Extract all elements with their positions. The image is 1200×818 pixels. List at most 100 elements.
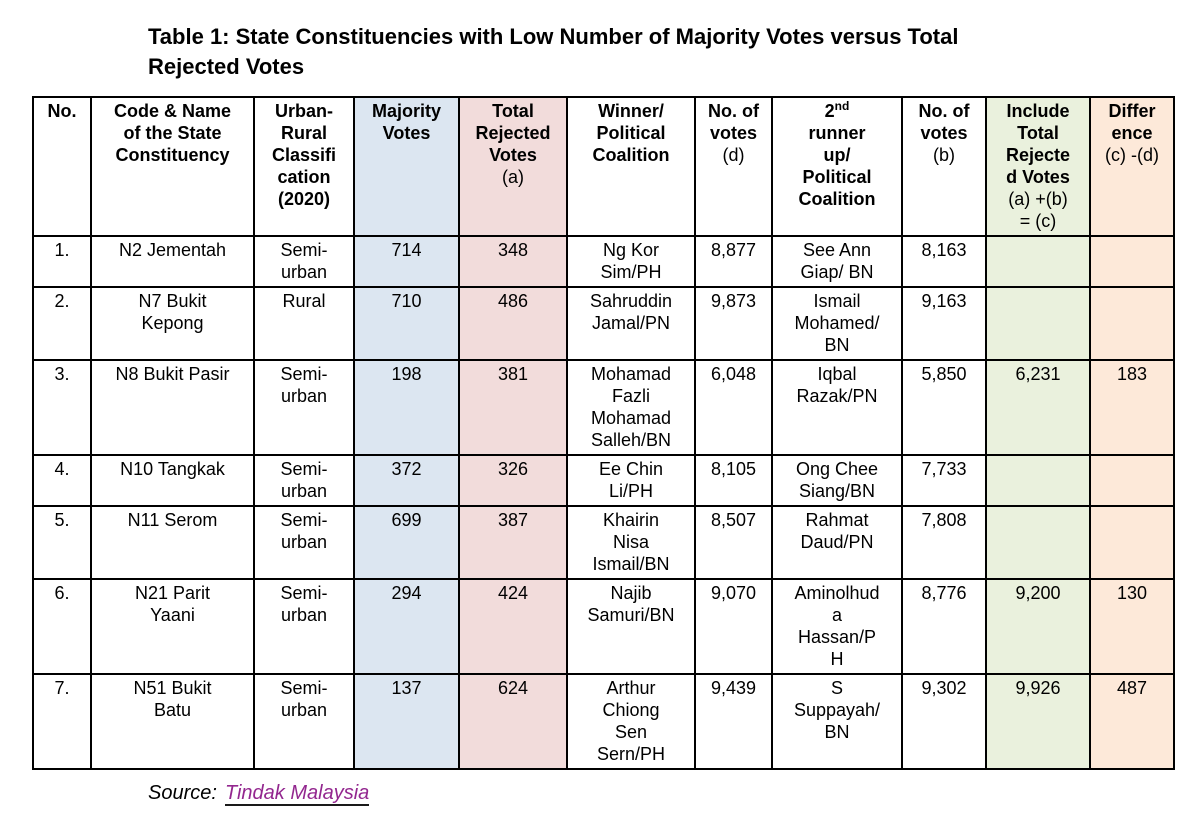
col-header-code: Code & Name of the State Constituency	[90, 96, 255, 237]
cell-difference	[1089, 454, 1175, 507]
cell-votes_d: 9,439	[694, 673, 773, 770]
cell-runner_up: S Suppayah/ BN	[771, 673, 903, 770]
cell-code: N2 Jementah	[90, 235, 255, 288]
cell-runner_up: See Ann Giap/ BN	[771, 235, 903, 288]
cell-votes_b: 9,163	[901, 286, 987, 361]
cell-no: 3.	[32, 359, 92, 456]
cell-difference: 487	[1089, 673, 1175, 770]
col-header-runner_up: 2nd runner up/ Political Coalition	[771, 96, 903, 237]
cell-difference	[1089, 286, 1175, 361]
col-header-majority: Majority Votes	[353, 96, 460, 237]
cell-no: 5.	[32, 505, 92, 580]
table-row: 4. N10 Tangkak Semi- urban 372 326 Ee Chin Li…	[32, 454, 1175, 507]
cell-majority: 714	[353, 235, 460, 288]
cell-winner: Arthur Chiong Sen Sern/PH	[566, 673, 696, 770]
cell-votes_b: 8,776	[901, 578, 987, 675]
cell-majority: 294	[353, 578, 460, 675]
cell-runner_up: Ong Chee Siang/BN	[771, 454, 903, 507]
cell-difference: 183	[1089, 359, 1175, 456]
cell-classification: Semi- urban	[253, 505, 355, 580]
source-line: Source: Tindak Malaysia	[148, 780, 1200, 806]
cell-code: N51 Bukit Batu	[90, 673, 255, 770]
cell-runner_up: Iqbal Razak/PN	[771, 359, 903, 456]
col-header-include: Include Total Rejecte d Votes (a) +(b) = …	[985, 96, 1091, 237]
cell-runner_up: Ismail Mohamed/ BN	[771, 286, 903, 361]
cell-runner_up: Aminolhud a Hassan/P H	[771, 578, 903, 675]
cell-classification: Semi- urban	[253, 359, 355, 456]
cell-classification: Semi- urban	[253, 578, 355, 675]
cell-include: 9,926	[985, 673, 1091, 770]
table-row: 2. N7 Bukit Kepong Rural 710 486 Sahruddin Ja…	[32, 286, 1175, 361]
table-row: 3. N8 Bukit Pasir Semi- urban 198 381 Mohamad…	[32, 359, 1175, 456]
header-row: No. Code & Name of the State Constituency…	[32, 96, 1175, 237]
cell-classification: Semi- urban	[253, 454, 355, 507]
cell-majority: 198	[353, 359, 460, 456]
cell-votes_d: 9,873	[694, 286, 773, 361]
cell-no: 7.	[32, 673, 92, 770]
cell-code: N10 Tangkak	[90, 454, 255, 507]
cell-votes_d: 6,048	[694, 359, 773, 456]
cell-winner: Ng Kor Sim/PH	[566, 235, 696, 288]
source-link[interactable]: Tindak Malaysia	[224, 782, 370, 806]
cell-difference: 130	[1089, 578, 1175, 675]
col-header-votes_d: No. of votes (d)	[694, 96, 773, 237]
cell-votes_b: 7,733	[901, 454, 987, 507]
cell-include: 9,200	[985, 578, 1091, 675]
cell-classification: Semi- urban	[253, 235, 355, 288]
cell-votes_b: 8,163	[901, 235, 987, 288]
cell-rejected: 387	[458, 505, 568, 580]
cell-no: 2.	[32, 286, 92, 361]
cell-majority: 699	[353, 505, 460, 580]
cell-no: 6.	[32, 578, 92, 675]
cell-include	[985, 505, 1091, 580]
cell-winner: Sahruddin Jamal/PN	[566, 286, 696, 361]
cell-include	[985, 235, 1091, 288]
cell-winner: Khairin Nisa Ismail/BN	[566, 505, 696, 580]
cell-rejected: 424	[458, 578, 568, 675]
cell-no: 1.	[32, 235, 92, 288]
cell-winner: Mohamad Fazli Mohamad Salleh/BN	[566, 359, 696, 456]
col-header-no: No.	[32, 96, 92, 237]
table-row: 1. N2 Jementah Semi- urban 714 348 Ng Kor Sim…	[32, 235, 1175, 288]
cell-winner: Najib Samuri/BN	[566, 578, 696, 675]
col-header-votes_b: No. of votes (b)	[901, 96, 987, 237]
cell-include: 6,231	[985, 359, 1091, 456]
cell-majority: 710	[353, 286, 460, 361]
cell-difference	[1089, 235, 1175, 288]
cell-code: N11 Serom	[90, 505, 255, 580]
cell-code: N21 Parit Yaani	[90, 578, 255, 675]
col-header-winner: Winner/ Political Coalition	[566, 96, 696, 237]
cell-runner_up: Rahmat Daud/PN	[771, 505, 903, 580]
cell-rejected: 348	[458, 235, 568, 288]
cell-classification: Semi- urban	[253, 673, 355, 770]
cell-votes_d: 9,070	[694, 578, 773, 675]
cell-votes_d: 8,507	[694, 505, 773, 580]
cell-code: N8 Bukit Pasir	[90, 359, 255, 456]
cell-votes_b: 5,850	[901, 359, 987, 456]
cell-votes_d: 8,105	[694, 454, 773, 507]
cell-votes_b: 7,808	[901, 505, 987, 580]
cell-rejected: 326	[458, 454, 568, 507]
data-table: No. Code & Name of the State Constituency…	[32, 96, 1175, 770]
cell-votes_b: 9,302	[901, 673, 987, 770]
cell-majority: 137	[353, 673, 460, 770]
table-row: 5. N11 Serom Semi- urban 699 387 Khairin Nisa…	[32, 505, 1175, 580]
cell-include	[985, 454, 1091, 507]
cell-no: 4.	[32, 454, 92, 507]
cell-votes_d: 8,877	[694, 235, 773, 288]
cell-difference	[1089, 505, 1175, 580]
cell-code: N7 Bukit Kepong	[90, 286, 255, 361]
cell-classification: Rural	[253, 286, 355, 361]
table-title: Table 1: State Constituencies with Low N…	[148, 24, 959, 79]
table-row: 7. N51 Bukit Batu Semi- urban 137 624 Arthur …	[32, 673, 1175, 770]
cell-rejected: 624	[458, 673, 568, 770]
table-row: 6. N21 Parit Yaani Semi- urban 294 424 Najib …	[32, 578, 1175, 675]
col-header-classification: Urban- Rural Classifi cation (2020)	[253, 96, 355, 237]
cell-include	[985, 286, 1091, 361]
col-header-difference: Differ ence (c) -(d)	[1089, 96, 1175, 237]
cell-rejected: 381	[458, 359, 568, 456]
source-label: Source:	[148, 782, 217, 804]
cell-majority: 372	[353, 454, 460, 507]
col-header-rejected: Total Rejected Votes (a)	[458, 96, 568, 237]
cell-winner: Ee Chin Li/PH	[566, 454, 696, 507]
